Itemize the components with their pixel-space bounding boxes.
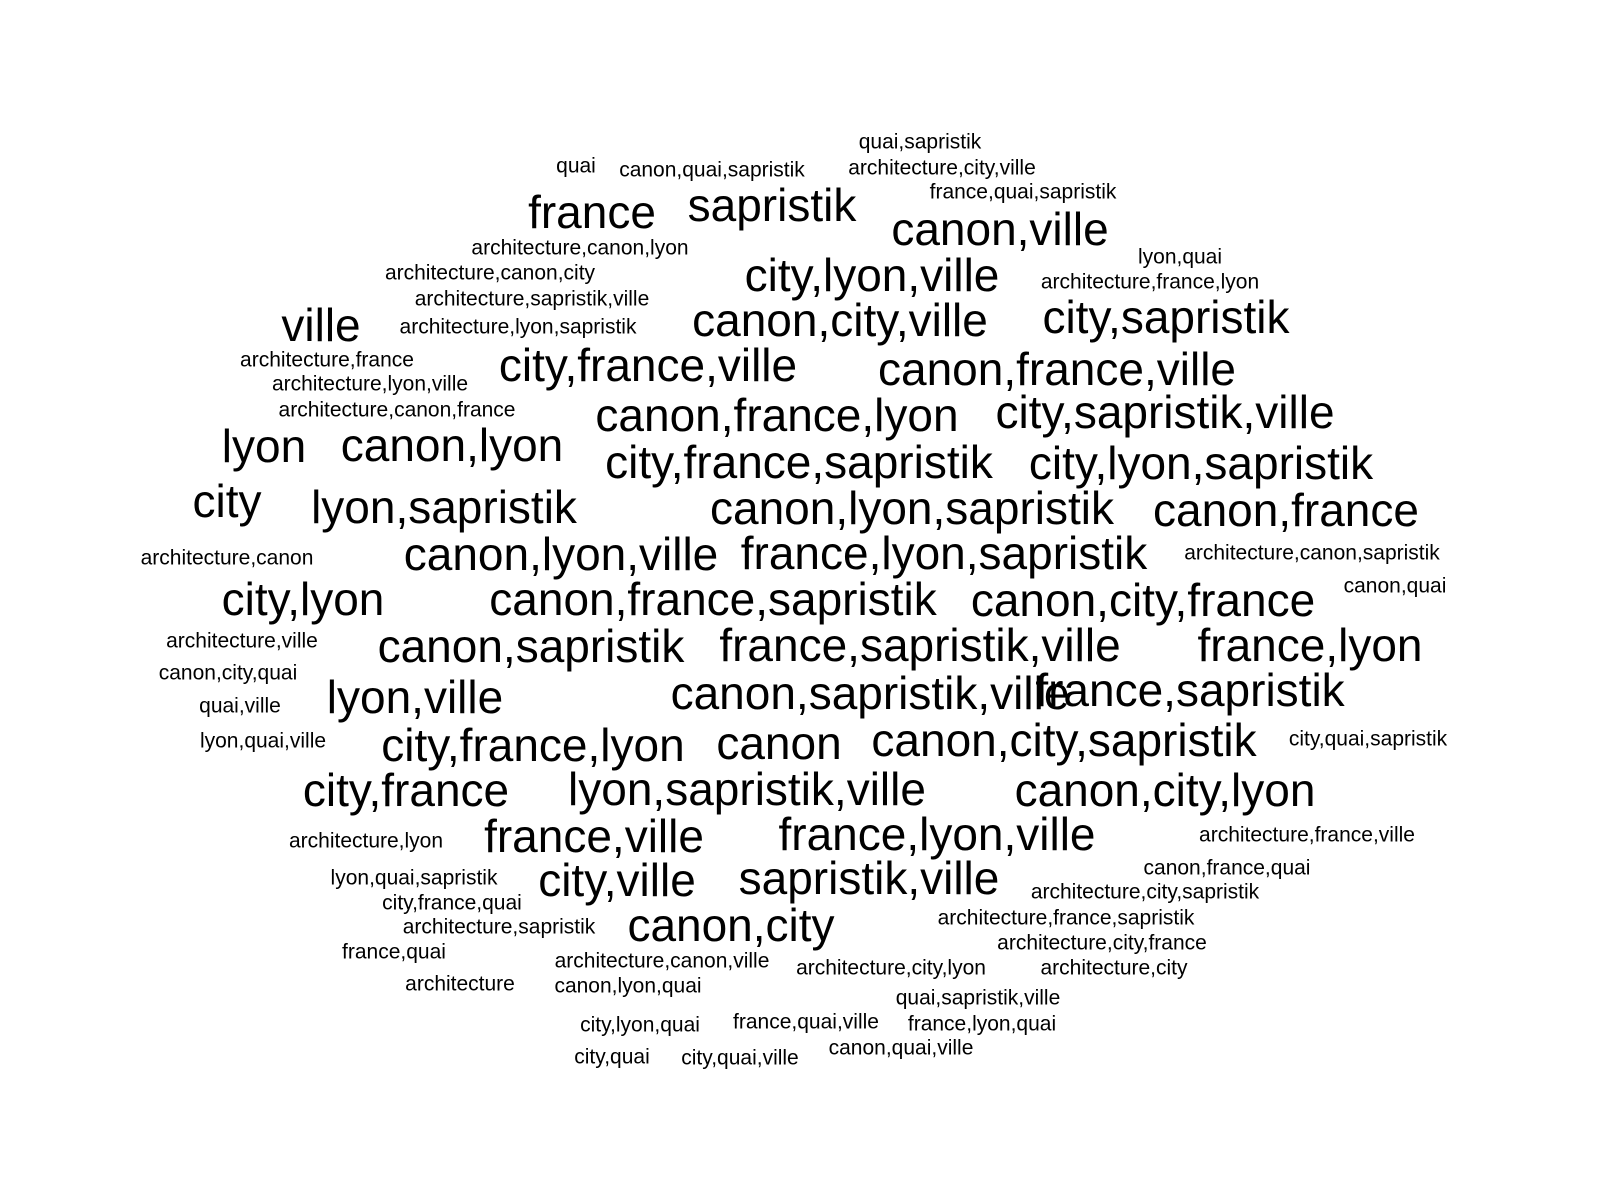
word-canon-city-sapristik: canon,city,sapristik: [871, 714, 1257, 766]
word-city-france: city,france: [302, 764, 510, 816]
word-lyon-quai-sapristik: lyon,quai,sapristik: [330, 866, 498, 890]
word-canon-city: canon,city: [627, 899, 835, 951]
word-canon-city-france: canon,city,france: [970, 574, 1316, 626]
word-canon-quai-ville: canon,quai,ville: [828, 1036, 974, 1060]
word-lyon-quai: lyon,quai: [1137, 245, 1223, 269]
word-canon-ville: canon,ville: [891, 203, 1109, 255]
word-canon-lyon-ville: canon,lyon,ville: [403, 528, 719, 580]
word-architecture-france-ville: architecture,france,ville: [1199, 823, 1415, 847]
word-canon-lyon-quai: canon,lyon,quai: [554, 974, 702, 998]
word-city-sapristik-ville: city,sapristik,ville: [995, 386, 1335, 438]
word-architecture-canon-france: architecture,canon,france: [278, 398, 516, 422]
word-architecture-france: architecture,france: [240, 348, 414, 372]
word-architecture-lyon-sapristik: architecture,lyon,sapristik: [399, 315, 637, 339]
word-architecture-city-lyon: architecture,city,lyon: [796, 956, 986, 980]
word-city-quai-ville: city,quai,ville: [681, 1046, 799, 1070]
word-ville: ville: [281, 299, 361, 351]
word-france-lyon-sapristik: france,lyon,sapristik: [740, 527, 1148, 579]
word-canon-france-ville: canon,france,ville: [878, 343, 1236, 395]
word-quai-sapristik-ville: quai,sapristik,ville: [895, 986, 1061, 1010]
word-france-quai-ville: france,quai,ville: [733, 1010, 879, 1034]
word-lyon-quai-ville: lyon,quai,ville: [199, 729, 327, 753]
word-canon-city-quai: canon,city,quai: [158, 661, 298, 685]
word-canon: canon: [716, 717, 842, 769]
word-city-france-ville: city,france,ville: [498, 339, 798, 391]
word-architecture-sapristik-ville: architecture,sapristik,ville: [414, 287, 650, 311]
word-city-quai: city,quai: [574, 1045, 650, 1069]
word-architecture-lyon: architecture,lyon: [288, 829, 444, 853]
word-france: france: [528, 186, 656, 238]
word-canon-quai-sapristik: canon,quai,sapristik: [619, 158, 805, 182]
word-canon-city-ville: canon,city,ville: [692, 294, 988, 346]
word-city-france-quai: city,france,quai: [382, 891, 522, 915]
word-canon-france-lyon: canon,france,lyon: [595, 389, 959, 441]
word-architecture-france-sapristik: architecture,france,sapristik: [937, 906, 1195, 930]
word-quai-sapristik: quai,sapristik: [858, 130, 982, 154]
word-canon-sapristik-ville: canon,sapristik,ville: [670, 667, 1070, 719]
word-architecture-canon-sapristik: architecture,canon,sapristik: [1184, 541, 1440, 565]
word-architecture-sapristik: architecture,sapristik: [402, 915, 596, 939]
word-city-quai-sapristik: city,quai,sapristik: [1288, 727, 1448, 751]
word-architecture-ville: architecture,ville: [166, 629, 318, 653]
word-canon-sapristik: canon,sapristik: [377, 620, 685, 672]
word-architecture-canon: architecture,canon: [140, 546, 314, 570]
word-canon-france-sapristik: canon,france,sapristik: [489, 573, 937, 625]
word-city-lyon-quai: city,lyon,quai: [580, 1013, 700, 1037]
word-city-ville: city,ville: [538, 854, 696, 906]
word-architecture-lyon-ville: architecture,lyon,ville: [271, 372, 469, 396]
word-france-sapristik: france,sapristik: [1035, 664, 1345, 716]
word-architecture-city-france: architecture,city,france: [997, 931, 1207, 955]
word-france-lyon-quai: france,lyon,quai: [907, 1012, 1057, 1036]
word-architecture-city-sapristik: architecture,city,sapristik: [1030, 880, 1260, 904]
word-city-france-lyon: city,france,lyon: [381, 719, 685, 771]
word-canon-quai: canon,quai: [1343, 574, 1447, 598]
word-lyon: lyon: [221, 420, 307, 472]
word-canon-lyon: canon,lyon: [340, 419, 564, 471]
word-france-lyon: france,lyon: [1197, 619, 1423, 671]
word-quai-ville: quai,ville: [199, 694, 281, 718]
word-architecture-canon-lyon: architecture,canon,lyon: [471, 236, 689, 260]
word-architecture-city: architecture,city: [1040, 956, 1188, 980]
word-france-quai: france,quai: [342, 940, 446, 964]
word-architecture-canon-city: architecture,canon,city: [384, 261, 596, 285]
word-city-lyon-sapristik: city,lyon,sapristik: [1028, 437, 1374, 489]
word-lyon-ville: lyon,ville: [326, 671, 504, 723]
word-lyon-sapristik: lyon,sapristik: [311, 481, 577, 533]
word-city-france-sapristik: city,france,sapristik: [605, 436, 993, 488]
word-architecture-canon-ville: architecture,canon,ville: [554, 949, 770, 973]
word-city-lyon: city,lyon: [221, 573, 385, 625]
word-city-lyon-ville: city,lyon,ville: [744, 249, 1000, 301]
word-canon-city-lyon: canon,city,lyon: [1014, 764, 1316, 816]
word-sapristik: sapristik: [687, 179, 857, 231]
word-lyon-sapristik-ville: lyon,sapristik,ville: [568, 763, 926, 815]
word-city: city: [192, 475, 262, 527]
word-canon-france: canon,france: [1153, 484, 1419, 536]
word-canon-france-quai: canon,france,quai: [1143, 856, 1311, 880]
word-sapristik-ville: sapristik,ville: [738, 852, 1000, 904]
word-quai: quai: [556, 154, 596, 178]
word-france-sapristik-ville: france,sapristik,ville: [719, 619, 1121, 671]
word-france-ville: france,ville: [484, 810, 704, 862]
word-france-quai-sapristik: france,quai,sapristik: [929, 180, 1117, 204]
word-architecture: architecture: [405, 972, 515, 996]
word-france-lyon-ville: france,lyon,ville: [778, 808, 1096, 860]
word-architecture-france-lyon: architecture,france,lyon: [1040, 270, 1260, 294]
word-city-sapristik: city,sapristik: [1042, 291, 1290, 343]
word-architecture-city-ville: architecture,city,ville: [848, 156, 1036, 180]
word-canon-lyon-sapristik: canon,lyon,sapristik: [710, 482, 1114, 534]
